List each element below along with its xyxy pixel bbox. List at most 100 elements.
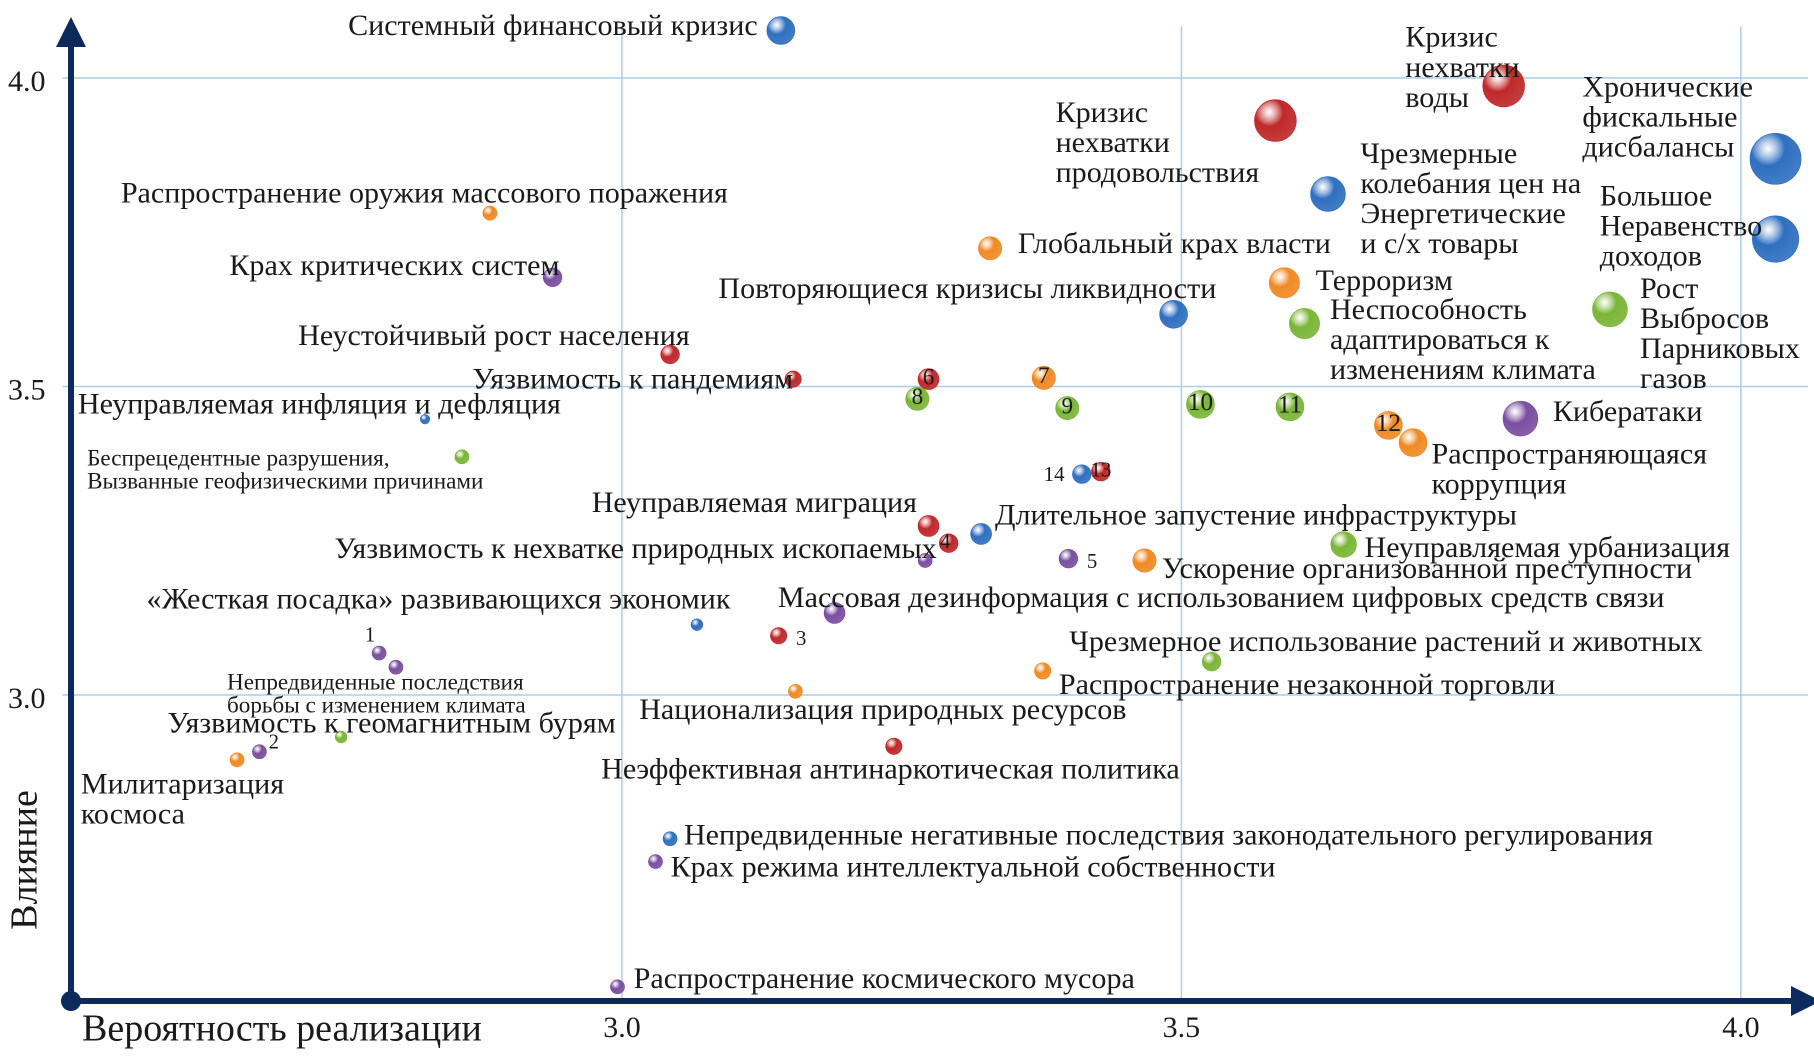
bubble bbox=[1186, 390, 1215, 419]
point-label: Массовая дезинформация с использованием … bbox=[778, 580, 1665, 614]
bubble bbox=[1034, 662, 1052, 680]
bubble bbox=[1268, 267, 1300, 299]
bubble bbox=[1310, 176, 1346, 212]
point-label: 1 bbox=[365, 623, 375, 647]
point-label: Терроризм bbox=[1316, 263, 1453, 297]
point-label: Повторяющиеся кризисы ликвидности bbox=[718, 271, 1216, 305]
point-label: Непредвиденные негативные последствия за… bbox=[684, 818, 1653, 852]
point-label: Системный финансовый кризис bbox=[348, 8, 758, 42]
point-label: Уязвимость к геомагнитным бурям bbox=[168, 705, 616, 739]
bubble bbox=[371, 645, 387, 661]
bubble bbox=[610, 979, 625, 995]
point-label: 7 bbox=[1038, 363, 1050, 389]
label-line: газов bbox=[1640, 361, 1707, 395]
bubble bbox=[1055, 396, 1080, 421]
label-line: Чрезмерные bbox=[1360, 136, 1517, 170]
point-label: Распространяющаяся коррупция bbox=[1432, 436, 1708, 500]
bubble bbox=[388, 659, 404, 675]
point-label: Распространение незаконной торговли bbox=[1059, 667, 1556, 701]
point-label: Распространение космического мусора bbox=[634, 961, 1135, 995]
label-line: Милитаризация bbox=[81, 766, 284, 800]
point-label: 11 bbox=[1278, 390, 1303, 419]
bubble bbox=[1330, 531, 1357, 558]
point-label: Глобальный крах власти bbox=[1018, 226, 1331, 260]
label-line: Распространяющаяся bbox=[1432, 436, 1708, 470]
point-label: «Жесткая посадка» развивающихся экономик bbox=[147, 581, 731, 615]
bubble bbox=[252, 744, 267, 760]
label-line: Энергетические bbox=[1360, 196, 1566, 230]
label-line: дисбалансы bbox=[1582, 129, 1734, 163]
point-label: 8 bbox=[912, 384, 924, 410]
bubble bbox=[542, 267, 563, 287]
bubble bbox=[978, 236, 1003, 261]
point-label: Рост Выбросов Парниковых газов bbox=[1640, 271, 1800, 395]
bubble bbox=[1031, 365, 1056, 390]
x-tick-label: 3.5 bbox=[1163, 1011, 1201, 1044]
point-label: Чрезмерное использование растений и живо… bbox=[1069, 624, 1702, 658]
bubble bbox=[1398, 428, 1428, 457]
bubble bbox=[970, 523, 992, 545]
y-tick-label: 3.0 bbox=[8, 682, 46, 715]
bubble bbox=[1058, 548, 1079, 569]
label-line: Парниковых bbox=[1640, 331, 1800, 365]
label-line: нехватки bbox=[1056, 125, 1170, 159]
label-line: борьбы с изменением климата bbox=[227, 693, 526, 719]
point-label: 2 bbox=[269, 729, 279, 753]
bubble bbox=[1289, 308, 1320, 340]
label-line: колебания цен на bbox=[1360, 166, 1581, 200]
bubble bbox=[939, 533, 959, 553]
point-label: Неспособность адаптироваться к изменениям … bbox=[1330, 292, 1596, 386]
bubble bbox=[1275, 392, 1305, 422]
bubble bbox=[917, 515, 940, 537]
point-label: Крах режима интеллектуальной собственнос… bbox=[671, 850, 1276, 884]
point-label: 4 bbox=[940, 529, 951, 553]
point-label: Неэффективная антинаркотическая политика bbox=[601, 752, 1180, 786]
label-line: продовольствия bbox=[1056, 155, 1260, 189]
point-label: Крах критических систем bbox=[229, 248, 559, 282]
label-line: космоса bbox=[81, 796, 185, 830]
label-line: Вызванные геофизическими причинами bbox=[87, 469, 483, 495]
y-axis-title: Влияние bbox=[4, 790, 46, 930]
label-line: адаптироваться к bbox=[1330, 322, 1550, 356]
point-label: 6 bbox=[923, 364, 935, 390]
label-line: и с/х товары bbox=[1360, 226, 1518, 260]
bubble bbox=[482, 205, 498, 221]
point-label: 10 bbox=[1188, 387, 1213, 416]
point-label: Кибератаки bbox=[1553, 394, 1703, 428]
point-label: Неуправляемая урбанизация bbox=[1364, 530, 1730, 564]
bubble bbox=[1502, 400, 1539, 437]
bubble bbox=[1752, 215, 1800, 263]
bubble bbox=[1374, 411, 1403, 440]
bubble bbox=[229, 752, 245, 768]
label-line: Неспособность bbox=[1330, 292, 1527, 326]
y-tick-label: 3.5 bbox=[8, 373, 46, 406]
bubble bbox=[334, 730, 348, 744]
bubble bbox=[784, 370, 802, 388]
bubble bbox=[823, 602, 846, 624]
bubble bbox=[454, 449, 470, 465]
label-line: коррупция bbox=[1432, 467, 1567, 501]
point-label: Неуправляемая инфляция и дефляция bbox=[78, 386, 561, 420]
label-line: Рост bbox=[1640, 271, 1698, 305]
bubble bbox=[917, 368, 940, 390]
label-line: доходов bbox=[1600, 239, 1702, 273]
bubble bbox=[1592, 291, 1628, 328]
origin-dot bbox=[61, 991, 81, 1011]
point-label: Распространение оружия массового поражен… bbox=[121, 176, 728, 210]
point-label: Непредвиденные последствия борьбы с измен… bbox=[227, 670, 526, 719]
point-label: 9 bbox=[1062, 393, 1074, 419]
point-label: Беспрецедентные разрушения, Вызванные гео… bbox=[87, 446, 483, 495]
bubble bbox=[1091, 461, 1111, 482]
point-label: Чрезмерные колебания цен на Энергетические… bbox=[1360, 136, 1581, 260]
x-tick-label: 4.0 bbox=[1722, 1011, 1760, 1044]
bubble bbox=[1482, 64, 1525, 108]
point-label: Большое Неравенство доходов bbox=[1600, 178, 1762, 272]
label-line: Непредвиденные последствия bbox=[227, 670, 524, 696]
x-axis-title: Вероятность реализации bbox=[82, 1008, 482, 1050]
label-line: воды bbox=[1405, 80, 1469, 114]
label-line: Кризис bbox=[1405, 20, 1498, 54]
bubble bbox=[1749, 132, 1802, 185]
y-tick-label: 4.0 bbox=[8, 65, 46, 98]
point-label: Милитаризация космоса bbox=[81, 766, 284, 830]
